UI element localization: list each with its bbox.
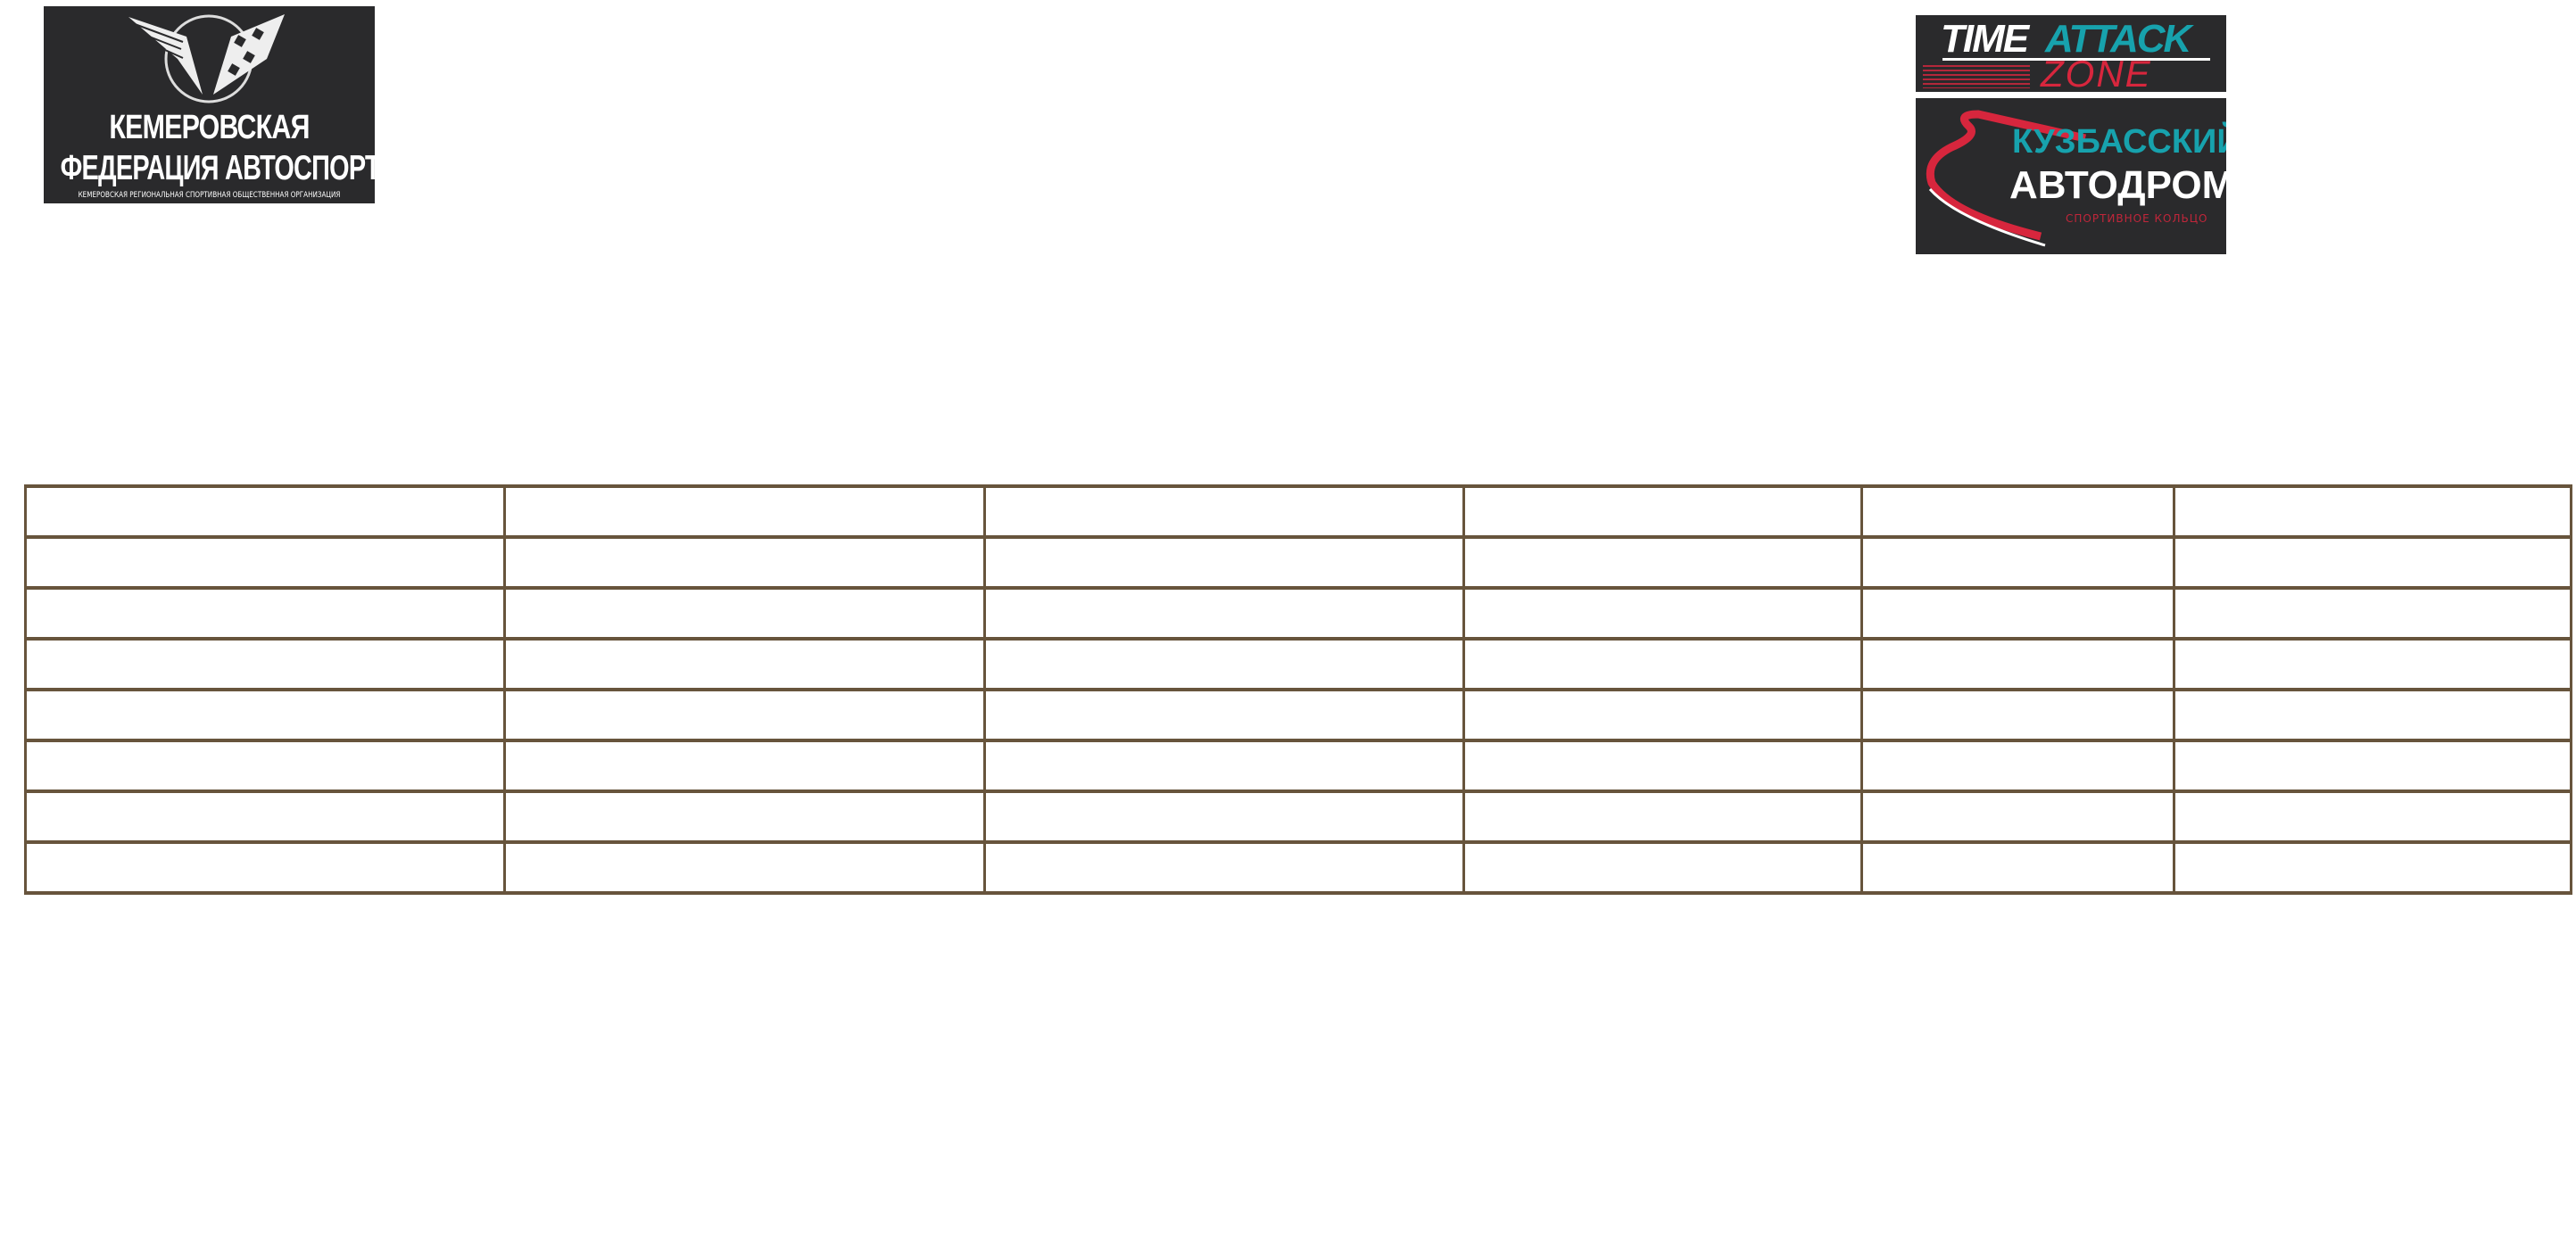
logo-text-line1: КЕМЕРОВСКАЯ [109, 109, 310, 146]
table-cell [503, 789, 986, 844]
logo-text-kuzbass: КУЗБАССКИЙ [2012, 123, 2226, 161]
table-cell [1860, 637, 2175, 691]
logo-text-autodrom: АВТОДРОМ [2009, 163, 2226, 207]
logo-text-line3: КЕМЕРОВСКАЯ РЕГИОНАЛЬНАЯ СПОРТИВНАЯ ОБЩЕ… [78, 191, 341, 200]
table-cell [1860, 535, 2175, 590]
kemerovo-federation-logo: КЕМЕРОВСКАЯ ФЕДЕРАЦИЯ АВТОСПОРТА КЕМЕРОВ… [44, 6, 375, 203]
table-cell [2173, 789, 2572, 844]
table-cell [983, 789, 1465, 844]
table-cell [1860, 586, 2175, 641]
table-cell [983, 535, 1465, 590]
table-cell [2173, 637, 2572, 691]
table-cell [24, 637, 506, 691]
table-cell [1462, 789, 1863, 844]
table-cell [983, 586, 1465, 641]
logo-word-attack: ATTACK [2045, 17, 2191, 61]
table-cell [1462, 840, 1863, 895]
table-cell [503, 484, 986, 539]
table-cell [983, 840, 1465, 895]
table-cell [24, 535, 506, 590]
table-cell [503, 688, 986, 742]
table-cell [24, 586, 506, 641]
table-cell [2173, 484, 2572, 539]
table-cell [503, 840, 986, 895]
table-cell [503, 586, 986, 641]
table-cell [1462, 535, 1863, 590]
kuzbass-autodrom-logo: КУЗБАССКИЙ АВТОДРОМ СПОРТИВНОЕ КОЛЬЦО [1916, 98, 2226, 254]
table-cell [983, 637, 1465, 691]
table-cell [24, 840, 506, 895]
logo-text-ring: СПОРТИВНОЕ КОЛЬЦО [2066, 212, 2208, 225]
table-cell [983, 739, 1465, 793]
speed-streaks-icon [1923, 65, 2030, 88]
table-row [24, 586, 2572, 641]
logo-text-line2: ФЕДЕРАЦИЯ АВТОСПОРТА [60, 149, 375, 187]
table-cell [1860, 840, 2175, 895]
table-cell [1462, 637, 1863, 691]
table-row [24, 789, 2572, 844]
table-cell [24, 739, 506, 793]
table-cell [1462, 484, 1863, 539]
table-row [24, 484, 2572, 539]
table-cell [1462, 586, 1863, 641]
table-cell [503, 739, 986, 793]
table-cell [983, 688, 1465, 742]
table-cell [1860, 484, 2175, 539]
logo-divider [1942, 58, 2210, 61]
table-row [24, 739, 2572, 793]
logo-word-time: TIME [1941, 17, 2029, 61]
table-cell [24, 688, 506, 742]
wing-flag-emblem-icon [128, 14, 285, 103]
table-cell [503, 637, 986, 691]
table-cell [2173, 739, 2572, 793]
table-cell [1860, 688, 2175, 742]
table-cell [983, 484, 1465, 539]
logo-word-zone: ZONE [2041, 53, 2152, 92]
table-cell [1462, 739, 1863, 793]
table-cell [1860, 789, 2175, 844]
table-cell [24, 484, 506, 539]
table-cell [1462, 688, 1863, 742]
table-cell [2173, 586, 2572, 641]
race-track-icon [1926, 110, 2086, 247]
table-cell [2173, 535, 2572, 590]
time-attack-zone-logo: TIME ATTACK ZONE [1916, 15, 2226, 92]
results-table [24, 484, 2572, 895]
table-cell [503, 535, 986, 590]
table-row [24, 535, 2572, 590]
table-cell [2173, 840, 2572, 895]
table-cell [24, 789, 506, 844]
table-row [24, 688, 2572, 742]
table-cell [2173, 688, 2572, 742]
table-row [24, 840, 2572, 895]
table-cell [1860, 739, 2175, 793]
table-row [24, 637, 2572, 691]
